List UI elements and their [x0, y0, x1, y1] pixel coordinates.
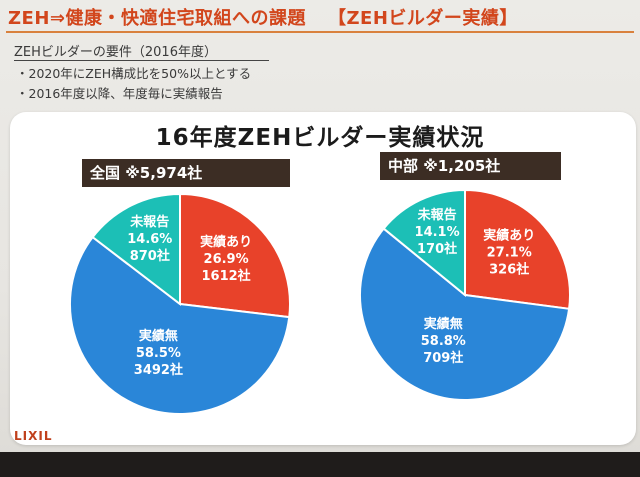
requirement-item: ・2020年にZEH構成比を50%以上とする [16, 66, 252, 81]
slice-label-unreported: 未報告 14.1% 170社 [415, 207, 460, 257]
pie-slice-unreported [382, 188, 466, 298]
badge-chubu: 中部 ※1,205社 [380, 152, 561, 180]
pie-slice-with-results [464, 188, 571, 310]
requirements-underline [14, 60, 269, 61]
pie-slice-no-results [359, 227, 571, 401]
slide-title-tag: 【ZEHビルダー実績】 [328, 8, 518, 29]
slice-label-with-results: 実績あり 27.1% 326社 [483, 227, 535, 277]
requirements-heading: ZEHビルダーの要件（2016年度） [14, 45, 217, 60]
slice-label-unreported: 未報告 14.6% 870社 [127, 214, 172, 264]
pie-slice-unreported [91, 192, 181, 307]
slide-title: ZEH⇒健康・快適住宅取組への課題 【ZEHビルダー実績】 [8, 4, 633, 30]
requirements-list: ・2020年にZEH構成比を50%以上とする ・2016年度以降、年度毎に実績報… [16, 64, 251, 104]
title-divider [6, 31, 634, 33]
requirement-item: ・2016年度以降、年度毎に実績報告 [16, 86, 223, 101]
pie-slice-with-results [179, 192, 291, 319]
photo-frame-edge [0, 452, 640, 477]
slice-label-no-results: 実績無 58.5% 3492社 [134, 328, 183, 378]
badge-national: 全国 ※5,974社 [82, 159, 290, 187]
slice-label-no-results: 実績無 58.8% 709社 [421, 316, 466, 366]
slide-title-main: ZEH⇒健康・快適住宅取組への課題 [8, 8, 306, 29]
chart-title: 16年度ZEHビルダー実績状況 [155, 125, 485, 151]
pie-slice-no-results [69, 235, 291, 415]
slice-label-with-results: 実績あり 26.9% 1612社 [200, 234, 252, 284]
lixil-logo: LIXIL [14, 429, 53, 443]
